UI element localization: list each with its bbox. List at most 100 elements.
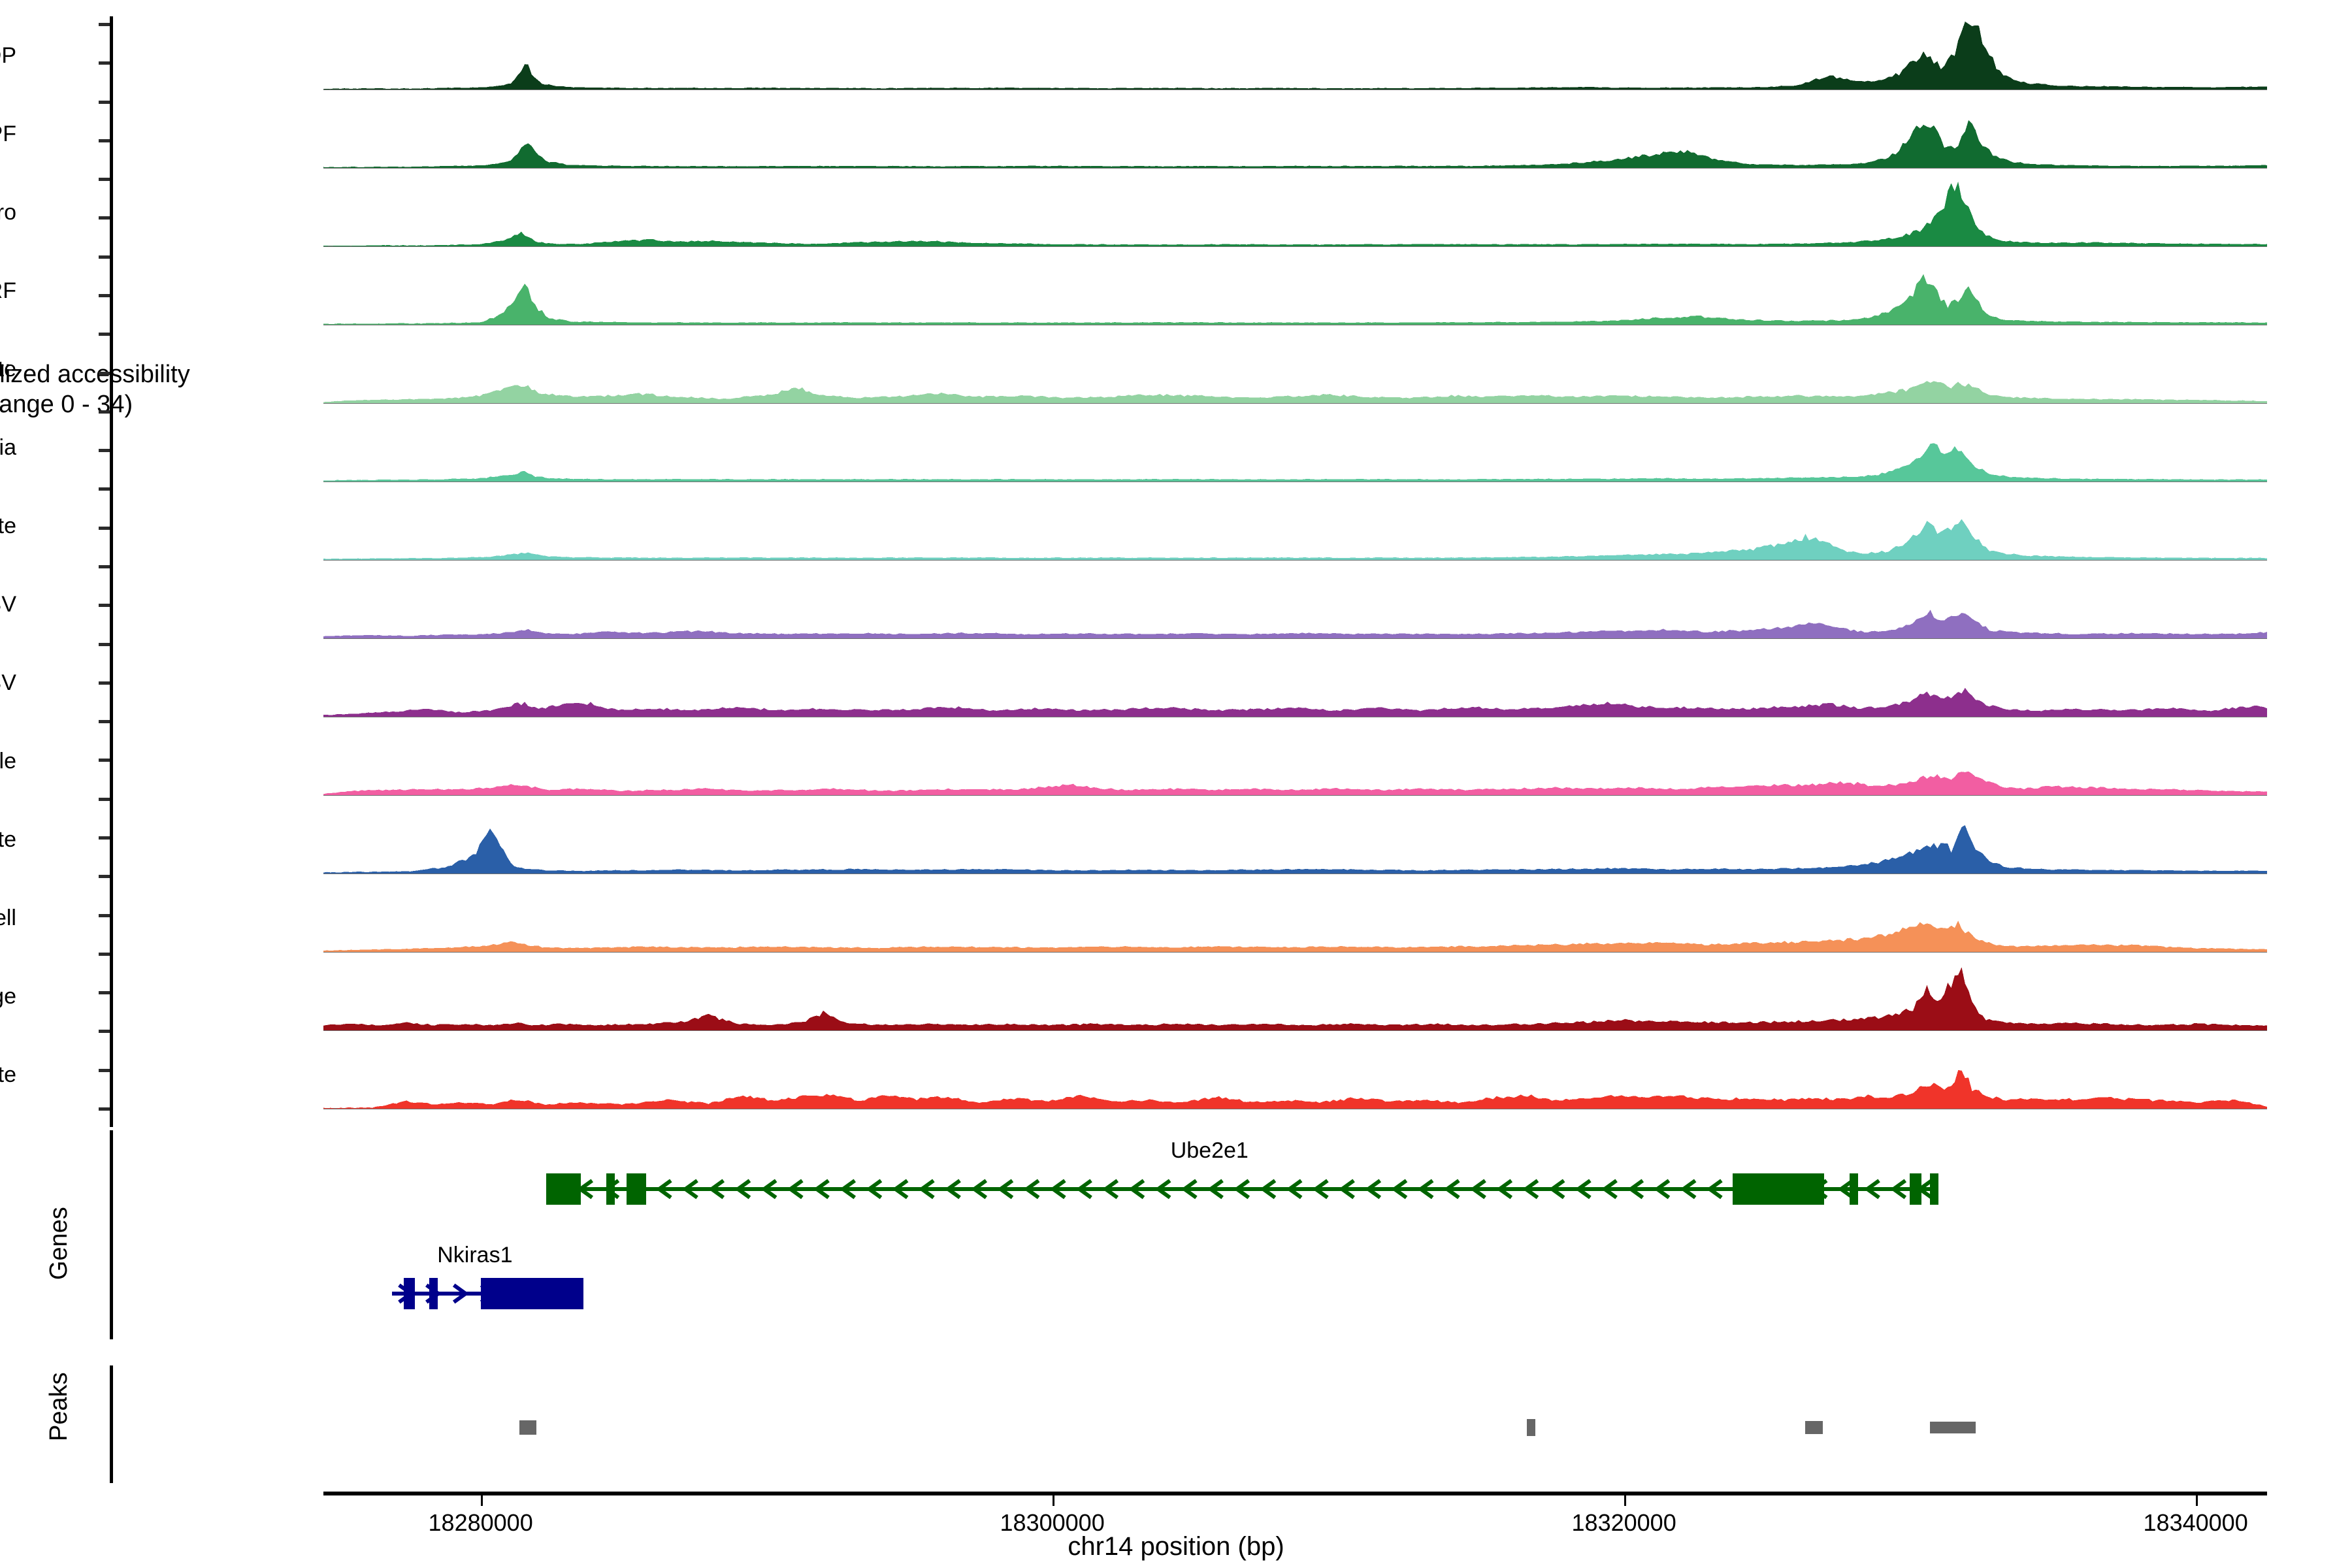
accessibility-axis-tick [99,23,110,26]
track-area [323,687,2267,717]
gene-exon [1910,1173,1921,1205]
gene-label-ube2e1: Ube2e1 [1170,1138,1249,1163]
accessibility-track: 12 Muscle [0,725,2267,796]
track-label-7-div-fibro: 7 Div Fibro [0,200,16,225]
peak-block[interactable] [519,1420,536,1435]
track-label-12-muscle: 12 Muscle [0,749,16,774]
accessibility-axis-tick [99,991,110,995]
gene-exon [429,1278,438,1309]
gene-nkiras1[interactable]: Nkiras1 [0,1243,2352,1313]
accessibility-axis-tick [99,410,110,414]
accessibility-axis-tick [99,526,110,530]
accessibility-track: 5 Adipo BV [0,568,2267,639]
track-baseline [323,324,2267,325]
accessibility-axis-tick [99,797,110,801]
accessibility-axis-tick [99,681,110,685]
accessibility-track: 1 RF [0,255,2267,325]
track-baseline [323,402,2267,404]
peaks-panel-rule [110,1365,113,1483]
accessibility-axis-tick [99,449,110,453]
peak-block[interactable] [1526,1419,1535,1436]
accessibility-axis-tick [99,952,110,956]
genes-panel-rule [110,1130,113,1339]
track-label-10-pre-adipocyte: 10 Pre-Adipocyte [0,357,16,382]
gene-label-nkiras1: Nkiras1 [437,1243,513,1267]
accessibility-axis-tick [99,255,110,259]
x-axis-line [323,1492,2267,1495]
track-baseline [323,246,2267,247]
track-baseline [323,794,2267,796]
gene-exon [626,1173,647,1205]
track-label-2-dp: 2 DP [0,43,16,68]
track-label-1-rf: 1 RF [0,278,16,303]
track-area [323,22,2267,90]
track-label-4-fascia: 4 Fascia [0,435,16,460]
track-area [323,921,2267,952]
accessibility-axis-tick [99,1068,110,1072]
gene-exon [1929,1173,1938,1205]
gene-exon [546,1173,581,1205]
track-baseline [323,716,2267,717]
accessibility-axis-tick [99,759,110,762]
gene-ube2e1[interactable]: Ube2e1 [0,1138,2352,1209]
accessibility-track: 0 PF [0,98,2267,169]
accessibility-axis-tick [99,294,110,297]
track-area [323,771,2267,795]
track-label-9-macrophage: 9 Macrophage [0,984,16,1009]
accessibility-axis-tick [99,61,110,65]
accessibility-axis-rule [110,16,113,1127]
track-area [323,825,2267,874]
track-baseline [323,873,2267,874]
x-axis-tick-label: 18300000 [1000,1509,1105,1536]
accessibility-track: 2 DP [0,20,2267,90]
x-axis-tick-label: 18340000 [2143,1509,2248,1536]
accessibility-track: 9 Macrophage [0,960,2267,1031]
accessibility-axis-tick [99,875,110,879]
accessibility-axis-tick [99,604,110,608]
x-axis-tick-label: 18280000 [428,1509,533,1536]
accessibility-axis-tick [99,1107,110,1111]
accessibility-axis-tick [99,565,110,568]
track-area [323,1070,2267,1109]
accessibility-axis-tick [99,487,110,491]
gene-strand-arrows [546,1169,1938,1209]
accessibility-axis-tick [99,178,110,182]
track-area [323,181,2267,246]
track-area [323,443,2267,482]
accessibility-track: 7 Div Fibro [0,176,2267,247]
x-axis-tick [480,1495,483,1506]
track-label-5-adipo-bv: 5 Adipo BV [0,592,16,617]
track-area [323,120,2267,168]
x-axis-tick [1624,1495,1626,1506]
peaks-axis-title: Peaks [44,1372,73,1441]
track-baseline [323,951,2267,953]
accessibility-track: 8 Schwann Cell [0,882,2267,953]
track-baseline [323,1108,2267,1109]
accessibility-axis-tick [99,371,110,375]
track-label-11-bv: 11 BV [0,670,16,695]
accessibility-track: 6 Pericyte [0,490,2267,561]
accessibility-axis-tick [99,836,110,840]
accessibility-track: 4 Fascia [0,412,2267,482]
y-axis-title-line1: Normalized accessibility [0,361,190,388]
track-label-3-keratinocyte: 3 Keratinocyte [0,827,16,852]
track-baseline [323,89,2267,90]
gene-exon [1850,1173,1859,1205]
gene-exon [1732,1173,1824,1205]
accessibility-axis-tick [99,100,110,104]
x-axis-tick-label: 18320000 [1571,1509,1676,1536]
peak-block[interactable] [1929,1422,1976,1433]
track-baseline [323,167,2267,169]
peak-block[interactable] [1805,1421,1823,1434]
accessibility-axis-tick [99,333,110,336]
track-label-0-pf: 0 PF [0,122,16,146]
accessibility-axis-tick [99,216,110,220]
gene-intron-line [546,1187,1938,1191]
accessibility-axis-tick [99,913,110,917]
accessibility-axis-tick [99,642,110,646]
accessibility-axis-tick [99,1030,110,1034]
accessibility-track: 13 Lymphocyte [0,1039,2267,1109]
x-axis-tick [2195,1495,2198,1506]
track-baseline [323,481,2267,482]
track-label-13-lymphocyte: 13 Lymphocyte [0,1062,16,1087]
